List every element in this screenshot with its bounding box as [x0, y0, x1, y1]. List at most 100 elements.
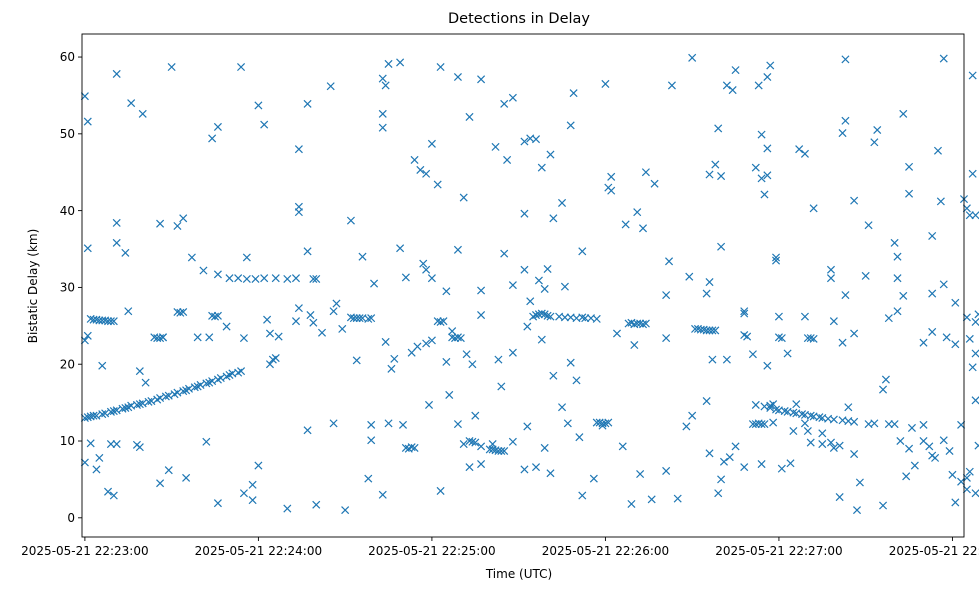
data-point-marker — [971, 317, 979, 327]
data-point-marker — [254, 461, 263, 470]
data-point-marker — [436, 62, 445, 72]
data-point-marker — [326, 82, 335, 91]
data-point-marker — [638, 224, 648, 233]
data-point-marker — [783, 349, 792, 358]
data-point-marker — [410, 155, 419, 164]
data-point-marker — [112, 440, 121, 449]
data-point-marker — [763, 144, 772, 153]
data-point-marker — [636, 319, 645, 328]
data-point-marker — [526, 297, 535, 306]
data-point-marker — [364, 314, 373, 323]
data-point-marker — [433, 317, 442, 326]
data-point-marker — [442, 287, 451, 296]
data-point-marker — [641, 168, 650, 177]
data-point-marker — [465, 112, 474, 121]
data-point-marker — [338, 324, 347, 333]
data-point-marker — [931, 453, 940, 462]
data-point-marker — [355, 314, 364, 323]
data-point-marker — [971, 349, 979, 358]
data-point-marker — [291, 317, 301, 326]
data-point-marker — [248, 480, 257, 489]
data-point-marker — [850, 450, 859, 459]
data-point-marker — [173, 221, 182, 231]
data-point-marker — [870, 419, 879, 428]
data-point-marker — [743, 332, 752, 341]
data-point-marker — [974, 310, 979, 319]
data-point-marker — [459, 440, 468, 449]
data-point-marker — [306, 311, 315, 320]
data-point-marker — [508, 93, 517, 102]
data-point-marker — [271, 354, 280, 363]
data-point-marker — [332, 299, 341, 308]
data-point-marker — [398, 420, 408, 429]
data-point-marker — [829, 415, 838, 424]
data-point-marker — [607, 186, 616, 195]
data-point-marker — [841, 55, 850, 64]
data-point-marker — [468, 360, 477, 369]
data-point-marker — [424, 400, 434, 409]
data-point-marker — [109, 491, 118, 500]
data-point-marker — [537, 309, 546, 318]
data-point-marker — [135, 400, 144, 409]
data-point-marker — [381, 81, 390, 90]
data-point-marker — [896, 436, 905, 446]
data-point-marker — [242, 274, 251, 283]
data-point-marker — [971, 396, 979, 405]
data-point-marker — [971, 211, 979, 220]
data-point-marker — [806, 334, 815, 343]
data-point-marker — [427, 274, 436, 283]
data-point-marker — [309, 274, 318, 283]
data-point-marker — [95, 453, 104, 462]
data-point-marker — [826, 274, 836, 283]
data-point-marker — [352, 314, 361, 323]
data-point-marker — [242, 253, 251, 262]
data-point-marker — [789, 408, 798, 417]
data-point-marker — [156, 393, 165, 403]
data-point-marker — [928, 231, 937, 240]
data-point-marker — [537, 163, 546, 172]
data-point-marker — [939, 54, 948, 63]
data-point-marker — [728, 86, 737, 95]
data-point-marker — [263, 315, 272, 324]
data-point-marker — [329, 307, 338, 316]
data-point-marker — [86, 439, 95, 448]
data-point-marker — [83, 413, 92, 422]
data-point-marker — [208, 311, 217, 320]
data-point-marker — [156, 219, 165, 228]
data-point-marker — [815, 413, 824, 422]
data-point-marker — [925, 442, 934, 451]
data-point-marker — [774, 333, 783, 342]
x-tick-label: 2025-05-21 22:23:00 — [21, 544, 148, 558]
data-point-marker — [633, 208, 642, 217]
data-point-marker — [225, 274, 234, 283]
data-point-marker — [341, 506, 350, 515]
data-point-marker — [427, 336, 436, 345]
y-tick-label: 20 — [60, 357, 75, 371]
data-point-marker — [968, 169, 977, 178]
data-point-marker — [312, 274, 321, 283]
data-point-marker — [349, 314, 358, 323]
data-point-marker — [179, 307, 188, 317]
data-point-marker — [905, 162, 914, 171]
data-point-marker — [919, 338, 928, 347]
data-point-marker — [850, 329, 859, 338]
data-point-marker — [239, 489, 248, 498]
data-point-marker — [121, 248, 130, 257]
data-point-marker — [598, 421, 607, 430]
data-point-marker — [971, 489, 979, 498]
data-point-marker — [317, 328, 327, 337]
data-point-marker — [962, 313, 971, 322]
data-point-marker — [841, 291, 850, 300]
data-point-marker — [905, 189, 914, 198]
data-point-marker — [508, 348, 517, 357]
data-point-marker — [294, 304, 303, 313]
data-point-marker — [766, 61, 775, 70]
data-point-marker — [95, 316, 104, 325]
data-point-marker — [939, 280, 948, 289]
data-point-marker — [907, 423, 916, 432]
data-point-marker — [893, 274, 902, 283]
data-point-marker — [422, 339, 431, 348]
data-point-marker — [80, 458, 89, 467]
data-point-marker — [503, 155, 512, 164]
data-point-marker — [500, 249, 509, 258]
